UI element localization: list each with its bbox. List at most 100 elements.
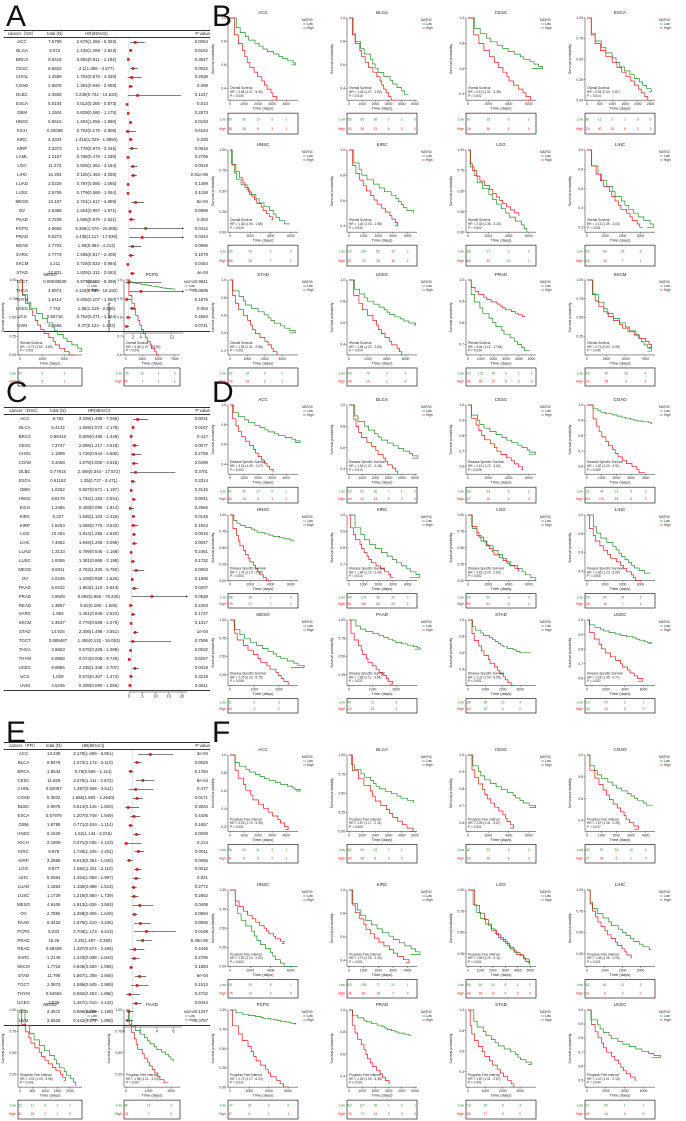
km-y-tick-label: 0.8 [221, 296, 226, 300]
cancer-cell: LGG [20, 531, 30, 537]
forest-row: ACC 7.5799 2.679(1.366 - 5.063) 0.0054 [4, 37, 210, 47]
km-annotation-hr: HR = 3.18 (1.70 - 5.95) [230, 821, 263, 825]
hr-cell: 1.729(1.245 - 2.401) [73, 848, 114, 854]
hr-point [133, 542, 136, 545]
risk-label-low: Low [577, 490, 584, 494]
total-cell: 5.233 [48, 928, 60, 934]
hr-cell: 0.406(0.107 - 1.550) [76, 296, 117, 302]
risk-table-box [584, 698, 656, 714]
km-title: SKCM [613, 272, 626, 277]
km-xlabel: Time (days) [372, 480, 394, 485]
risk-count-high: 1 [650, 127, 652, 131]
forest-mark-cell [122, 856, 184, 866]
km-annotation-type: Disease Specific Survival [468, 567, 504, 571]
km-plot-b-hnsc: HNSC Survival probability 0.00 0.25 0.50 0.75… [210, 140, 328, 268]
risk-table-box [227, 486, 299, 504]
risk-count-high: 0 [401, 1112, 403, 1116]
total-cell: 1.1504 [48, 109, 62, 115]
pvalue-cell: 0.1247 [194, 92, 208, 98]
risk-count-high: 0 [643, 1112, 645, 1116]
legend-low-label: Low [545, 894, 552, 898]
risk-count-high: 0 [518, 379, 520, 383]
forest-row: HNSC 8.1529 1.52(1.144 - 2.019) 0.0039 [4, 829, 210, 839]
forest-header-4: P value [185, 30, 210, 38]
forest-mark-cell [122, 785, 184, 795]
risk-count-high: 1 [290, 259, 292, 263]
risk-count-high: 9 [625, 379, 627, 383]
hr-cell: 1.159(0.888 - 1.513) [73, 884, 114, 890]
risk-count-high: 60 [362, 991, 366, 995]
km-y-tick-label: 0.4 [459, 1070, 464, 1074]
km-plot-d-hnsc: HNSC Survival probability 0.00 0.25 0.50 0.75… [210, 505, 328, 610]
km-y-tick-label: 0.9 [117, 297, 122, 301]
km-x-tick-label: 2000 [372, 476, 380, 480]
risk-label-high: High [9, 379, 16, 383]
legend-low-label: Low [664, 154, 671, 158]
axis-tick-label: 4 [140, 334, 143, 339]
km-plot-b-meso: MESO Survival probability 0.00 0.25 0.50 0.75… [0, 270, 112, 388]
cancer-cell: MESO [17, 901, 30, 907]
risk-count-low: 25 [621, 249, 625, 253]
legend-title: MATN3 [302, 150, 313, 154]
pvalue-cell: 0.0741 [185, 322, 210, 333]
km-y-tick-label: 0.4 [578, 206, 583, 210]
pvalue-cell: 6e-04 [196, 973, 208, 979]
risk-count-low: 30 [391, 249, 395, 253]
km-xlabel: Time (days) [372, 691, 394, 696]
km-annotation-type: Progress Free Interval [468, 952, 500, 956]
pvalue-cell: 0.0986 [194, 243, 208, 249]
risk-count-high: 131 [123, 1112, 129, 1116]
km-x-tick-label: 4000 [505, 583, 513, 587]
total-cell: 2.7703 [48, 243, 62, 249]
km-x-tick-label: 1000 [251, 688, 259, 692]
total-cell: 4.3458 [51, 460, 65, 466]
risk-count-high: 1 [285, 127, 287, 131]
risk-count-low: 1 [531, 371, 533, 375]
forest-mark [127, 55, 130, 65]
km-xlabel: Time (days) [372, 360, 394, 365]
forest-mark [126, 259, 130, 269]
risk-table-box [346, 1099, 418, 1120]
km-y-tick-label: 0.4 [459, 667, 464, 671]
hr-point [134, 40, 138, 44]
km-y-tick-label: 0.50 [457, 546, 464, 550]
hr-point [132, 515, 135, 519]
km-y-tick-label: 0.9 [578, 419, 583, 423]
km-plot-f-hnsc: HNSC Survival probability 0.00 0.25 0.50 0.75… [210, 880, 328, 1000]
legend-high-label: High [426, 763, 433, 767]
risk-count-low: 192 [227, 371, 233, 375]
km-annotation-hr: HR = 4.44 (1.12 - 17.64) [468, 345, 502, 349]
forest-mark-cell [123, 224, 185, 234]
legend-low-label: Low [545, 154, 552, 158]
total-cell: 11.829 [47, 777, 61, 783]
km-plot-b-cesc: CESC Survival probability 0.4 0.6 0.8 1.0 0 200… [448, 8, 566, 136]
km-y-tick-label: 0.6 [340, 321, 345, 325]
km-plot-f-coad: COAD Survival probability 0.4 0.6 0.8 1.0 0 100… [567, 745, 685, 865]
risk-count-low: 168 [465, 249, 471, 253]
hr-cell: 0.771(0.534 - 1.114) [73, 821, 113, 827]
risk-label-high: High [457, 602, 464, 606]
total-cell: 0.77815 [50, 469, 66, 475]
forest-mark-cell [122, 980, 184, 990]
cancer-cell: KIRP [16, 145, 28, 151]
risk-count-low: 3 [395, 701, 397, 705]
km-y-tick-label: 0.6 [340, 63, 345, 67]
forest-row: LGG 9.877 1.582(1.201 - 2.110) 0.0012 [4, 865, 210, 875]
cancer-cell: KIRC [18, 848, 29, 854]
hr-cell: 1.867(1.308 - 2.666) [73, 973, 114, 979]
km-y-tick-label: 0.8 [459, 321, 464, 325]
risk-count-low: 60 [487, 596, 491, 600]
hr-point [135, 868, 139, 871]
km-annotation-hr: HR = 2.10 (1.31 - 3.38) [468, 90, 501, 94]
km-x-tick-label: 3000 [385, 833, 393, 837]
hr-point [130, 76, 134, 79]
km-annotation-type: Disease Specific Survival [349, 460, 385, 464]
forest-row: UCS 0.56718 0.762(0.371 - 1.564) 0.4583 [4, 313, 210, 323]
risk-count-high: 1 [264, 379, 266, 383]
pvalue-cell: 0.2873 [194, 109, 208, 115]
pvalue-cell: 0.1875 [194, 296, 208, 302]
km-annotation-p: P = 0.033 [349, 226, 363, 230]
risk-count-high: 7 [622, 259, 624, 263]
